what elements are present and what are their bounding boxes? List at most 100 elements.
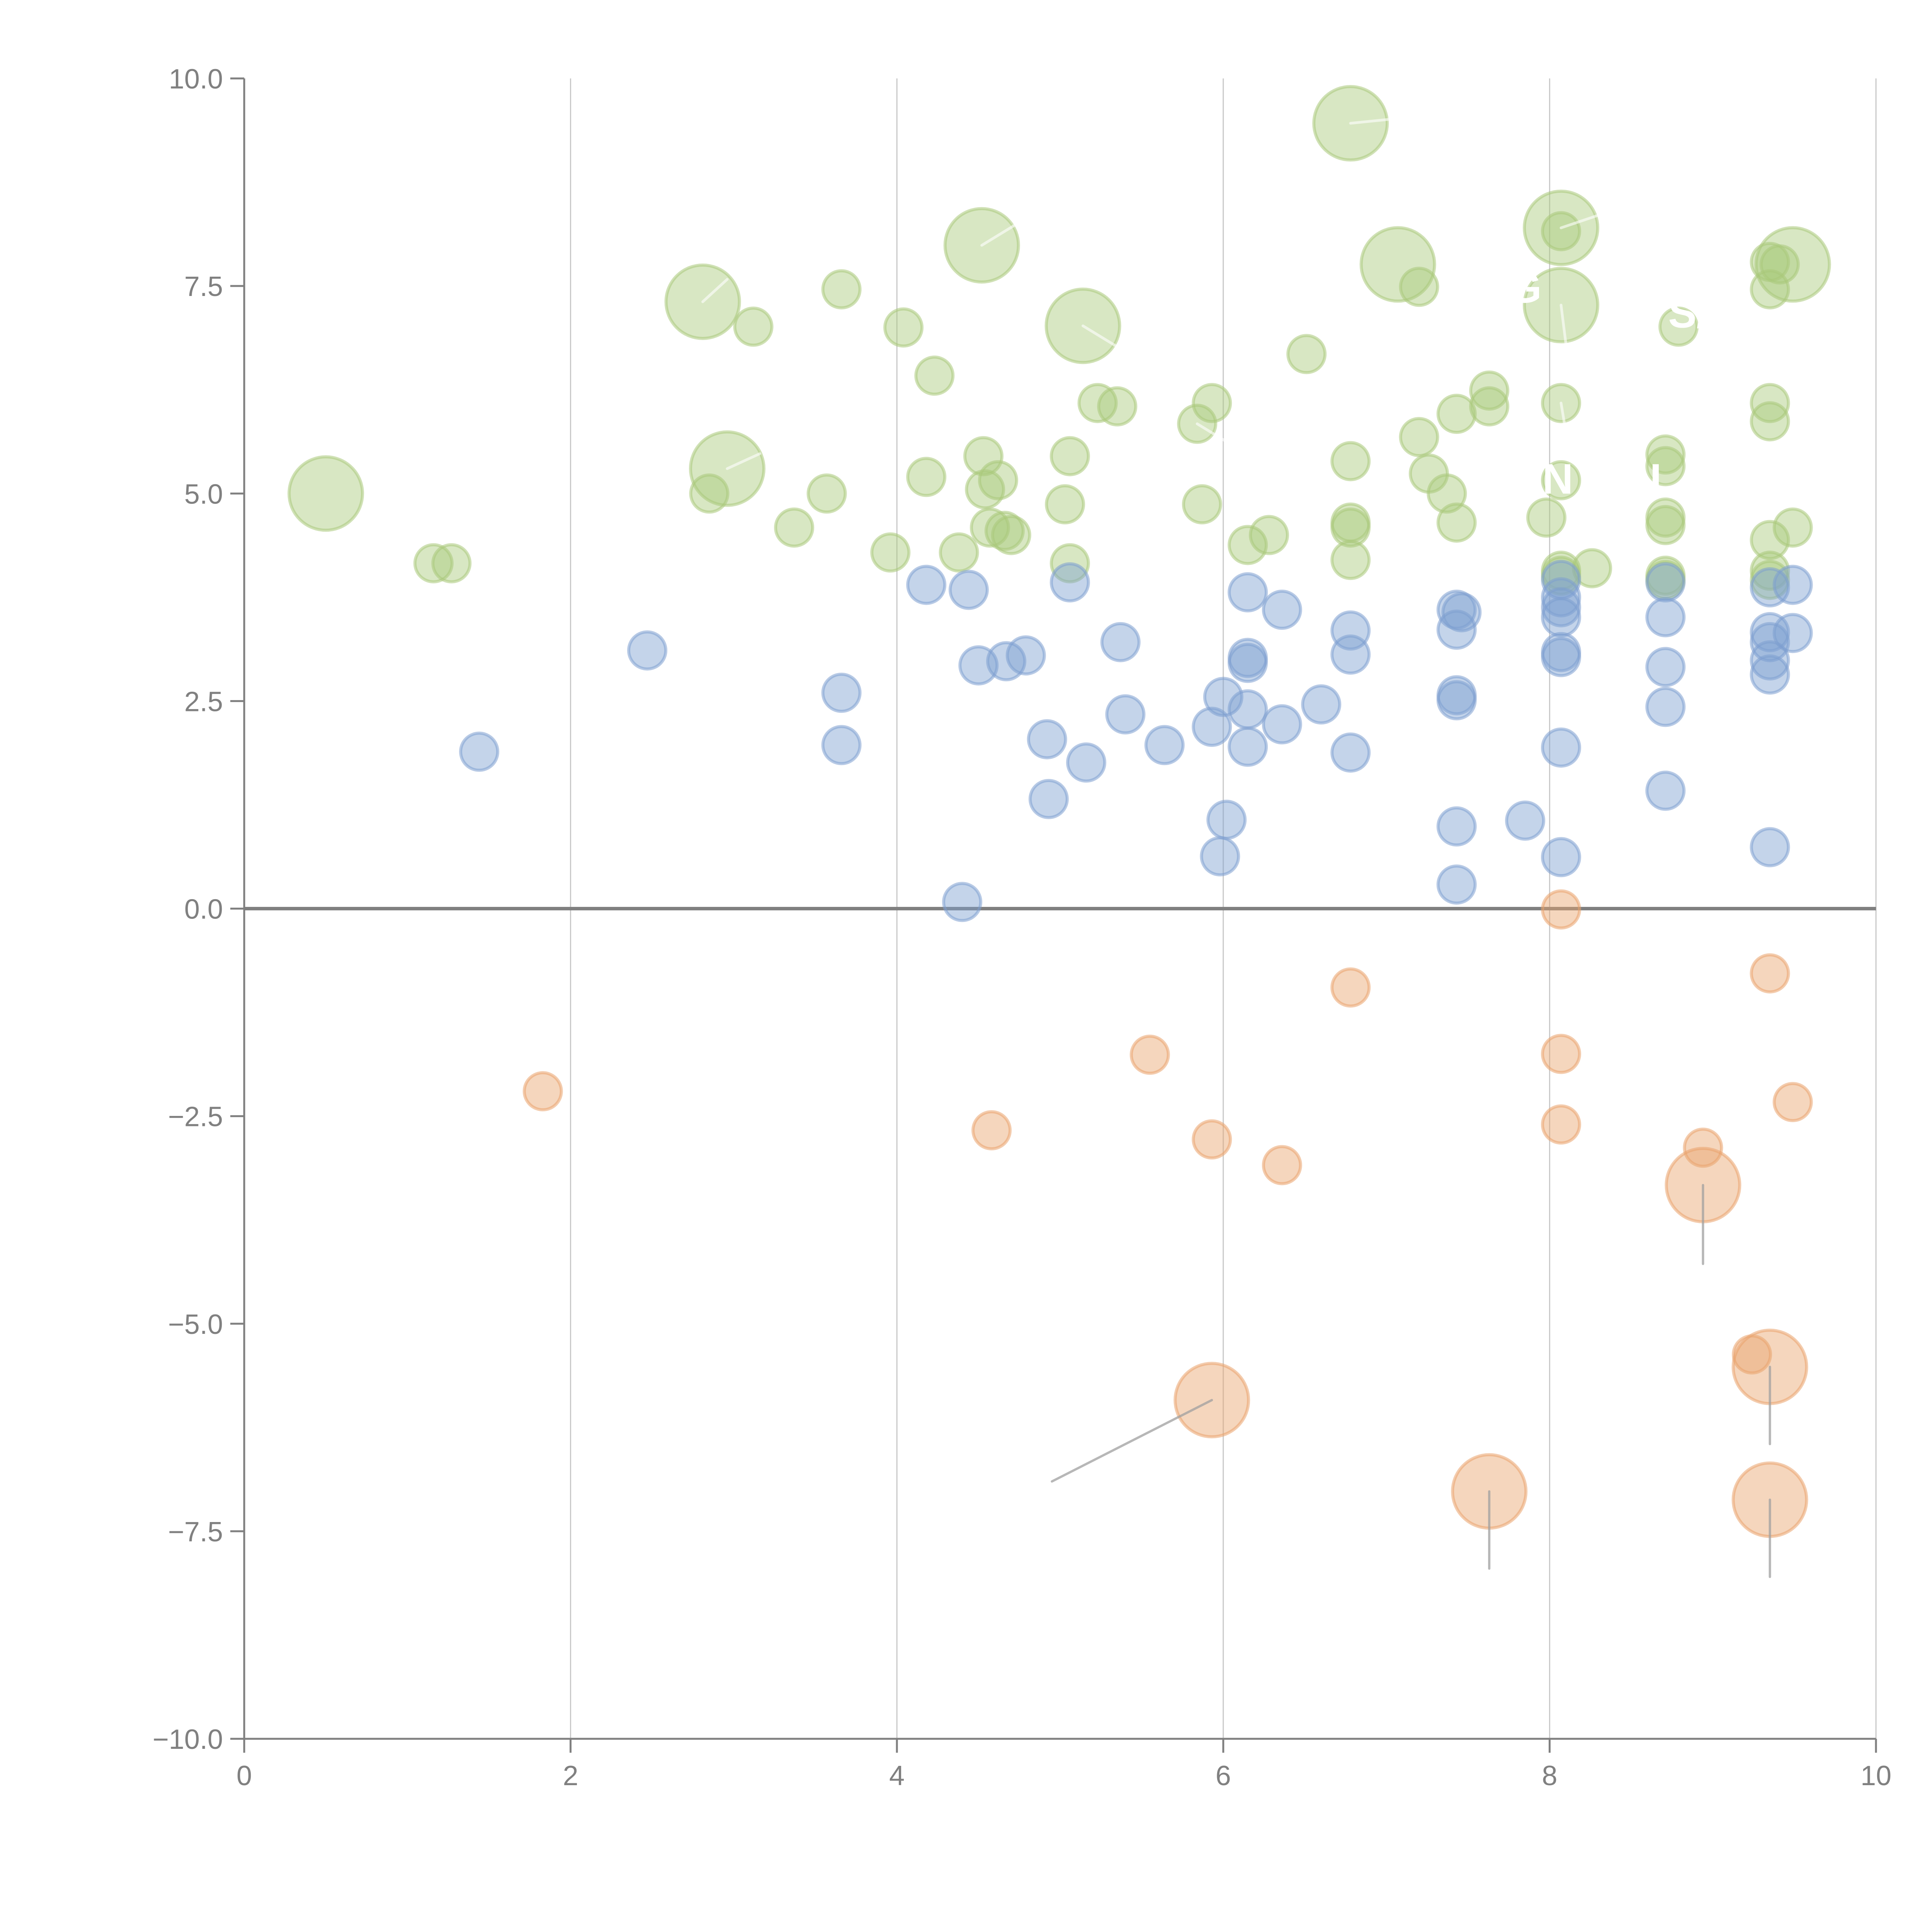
leader-line bbox=[1196, 422, 1231, 445]
blue-point bbox=[1301, 684, 1342, 724]
blue-point bbox=[1262, 590, 1302, 630]
blue-point bbox=[1228, 572, 1268, 612]
blue-point bbox=[1228, 689, 1268, 730]
point-label: G bbox=[1509, 264, 1542, 312]
green-point bbox=[914, 355, 955, 396]
leader-lines bbox=[701, 117, 1771, 1578]
green-point bbox=[1359, 226, 1436, 303]
orange-point bbox=[1772, 1082, 1813, 1122]
green-point bbox=[806, 473, 847, 514]
y-tick-label: −2.5 bbox=[168, 1102, 223, 1133]
green-point bbox=[1541, 211, 1581, 252]
blue-point bbox=[821, 725, 862, 765]
green-point bbox=[821, 269, 862, 310]
blue-point bbox=[1049, 562, 1090, 603]
green-point bbox=[1759, 244, 1800, 285]
orange-point bbox=[1192, 1119, 1232, 1160]
x-tick-label: 6 bbox=[1216, 1760, 1231, 1791]
orange-point bbox=[1750, 953, 1790, 994]
green-point bbox=[1045, 484, 1085, 525]
blue-point bbox=[459, 731, 500, 772]
blue-point bbox=[627, 630, 668, 671]
leader-line bbox=[701, 278, 729, 303]
green-point bbox=[689, 473, 730, 514]
blue-point bbox=[906, 565, 947, 605]
green-point bbox=[287, 455, 364, 532]
blue-point bbox=[949, 570, 989, 610]
x-tick-label: 10 bbox=[1861, 1760, 1891, 1791]
blue-point bbox=[1645, 597, 1686, 638]
leader-line bbox=[1082, 324, 1117, 347]
green-point bbox=[1182, 484, 1222, 525]
green-point bbox=[963, 436, 1004, 476]
point-label: I bbox=[1650, 455, 1662, 503]
blue-point bbox=[1436, 806, 1477, 847]
blue-point bbox=[1645, 647, 1686, 687]
green-point bbox=[1750, 551, 1790, 591]
leader-line bbox=[1560, 210, 1612, 230]
blue-point bbox=[1772, 565, 1813, 605]
orange-point bbox=[1330, 967, 1371, 1008]
green-point bbox=[1249, 515, 1289, 555]
green-point bbox=[1330, 507, 1371, 548]
y-tick-label: 7.5 bbox=[184, 271, 223, 302]
blue-point bbox=[1541, 597, 1581, 638]
blue-point bbox=[1028, 779, 1069, 819]
blue-point bbox=[1066, 742, 1107, 783]
x-axis-ticks: 0 2 4 6 8 10 bbox=[236, 1739, 1891, 1791]
y-tick-label: 5.0 bbox=[184, 479, 223, 510]
orange-point bbox=[1541, 1104, 1581, 1145]
green-point bbox=[1049, 436, 1090, 476]
x-tick-label: 8 bbox=[1542, 1760, 1557, 1791]
leader-line bbox=[1560, 304, 1568, 346]
blue-point bbox=[1192, 706, 1232, 747]
green-point bbox=[1286, 334, 1327, 374]
orange-point bbox=[1262, 1145, 1302, 1185]
green-point bbox=[1750, 520, 1790, 560]
blue-point bbox=[1330, 732, 1371, 773]
blue-point bbox=[1645, 562, 1686, 603]
green-point bbox=[774, 507, 815, 548]
blue-point bbox=[1750, 640, 1790, 681]
blue-point bbox=[1330, 634, 1371, 675]
green-point bbox=[1750, 401, 1790, 442]
y-tick-label: 0.0 bbox=[184, 894, 223, 925]
blue-point bbox=[1228, 643, 1268, 683]
leader-line bbox=[1560, 401, 1571, 454]
leader-line bbox=[980, 224, 1016, 247]
blue-point bbox=[1645, 770, 1686, 811]
green-point bbox=[906, 457, 947, 497]
blue-point bbox=[1436, 680, 1477, 721]
leader-line bbox=[1051, 1399, 1213, 1483]
orange-point bbox=[1129, 1034, 1170, 1075]
blue-point bbox=[1200, 836, 1240, 877]
blue-point bbox=[1206, 799, 1247, 840]
green-point bbox=[1754, 226, 1831, 303]
green-point bbox=[991, 515, 1031, 555]
leader-line bbox=[726, 452, 761, 470]
green-point bbox=[1097, 386, 1138, 427]
green-point bbox=[1645, 434, 1686, 475]
green-point bbox=[1469, 370, 1510, 411]
green-point bbox=[939, 532, 979, 573]
green-point bbox=[733, 306, 774, 347]
y-tick-label: −5.0 bbox=[168, 1309, 223, 1340]
blue-point bbox=[821, 672, 862, 713]
blue-point bbox=[1436, 609, 1477, 650]
y-tick-label: −10.0 bbox=[153, 1724, 223, 1755]
blue-point bbox=[1750, 827, 1790, 867]
green-point bbox=[1192, 383, 1232, 423]
y-axis-ticks: 10.0 7.5 5.0 2.5 0.0 −2.5 −5.0 −7.5 −10.0 bbox=[153, 64, 244, 1755]
blue-point bbox=[1027, 719, 1067, 760]
green-point bbox=[431, 543, 472, 583]
point-label: N bbox=[1543, 455, 1573, 503]
orange-point bbox=[1541, 1034, 1581, 1074]
blue-point bbox=[1750, 654, 1790, 695]
green-point bbox=[1526, 497, 1566, 538]
x-tick-label: 0 bbox=[236, 1760, 252, 1791]
blue-point bbox=[1005, 635, 1046, 676]
orange-point bbox=[522, 1071, 563, 1112]
orange-point bbox=[1541, 889, 1581, 930]
green-point bbox=[969, 507, 1010, 548]
